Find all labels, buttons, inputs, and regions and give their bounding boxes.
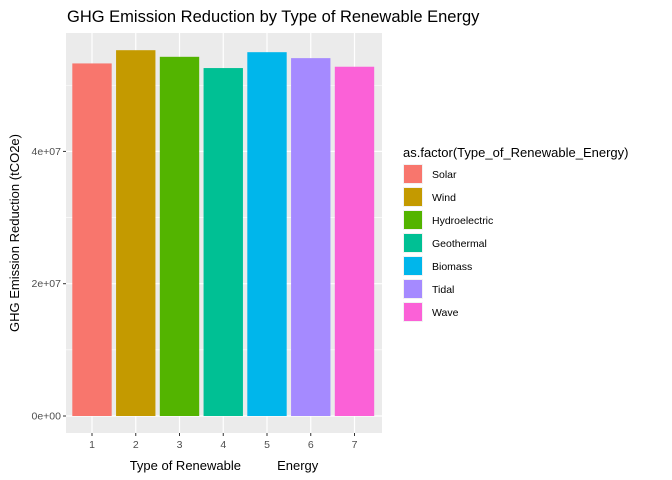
legend-key-hydroelectric <box>404 211 422 229</box>
y-tick-label: 0e+00 <box>32 411 62 423</box>
legend-key-biomass <box>404 257 422 275</box>
bar-tidal <box>291 58 331 416</box>
chart-title: GHG Emission Reduction by Type of Renewa… <box>67 8 480 26</box>
legend-label-tidal: Tidal <box>432 284 454 296</box>
y-tick-label: 2e+07 <box>32 278 62 290</box>
legend-key-tidal <box>404 280 422 298</box>
bar-hydroelectric <box>159 56 200 416</box>
y-axis-title: GHG Emission Reduction (tCO2e) <box>7 134 22 332</box>
bar-wave <box>334 66 375 416</box>
bars <box>72 50 375 417</box>
legend-key-geothermal <box>404 234 422 252</box>
x-axis-title: Type of Renewable Energy <box>130 458 319 473</box>
legend-label-biomass: Biomass <box>432 261 472 273</box>
x-tick-label: 3 <box>177 439 183 451</box>
y-axis-ticks: 0e+00 2e+07 4e+07 <box>32 146 66 423</box>
legend-label-solar: Solar <box>432 169 457 181</box>
x-tick-label: 2 <box>133 439 139 451</box>
legend-label-hydroelectric: Hydroelectric <box>432 215 493 227</box>
legend-items: Solar Wind Hydroelectric Geothermal Biomass T… <box>403 164 493 322</box>
x-tick-label: 5 <box>264 439 270 451</box>
x-axis-ticks: 1 2 3 4 5 6 7 <box>89 433 358 451</box>
legend-label-wave: Wave <box>432 307 459 319</box>
x-tick-label: 7 <box>352 439 358 451</box>
legend-label-geothermal: Geothermal <box>432 238 487 250</box>
legend-key-wind <box>404 188 422 206</box>
x-tick-label: 1 <box>89 439 95 451</box>
y-tick-label: 4e+07 <box>32 146 62 158</box>
legend: as.factor(Type_of_Renewable_Energy) Sola… <box>403 145 628 322</box>
bar-biomass <box>247 52 287 416</box>
legend-key-wave <box>404 303 422 321</box>
legend-key-solar <box>404 165 422 183</box>
legend-label-wind: Wind <box>432 192 456 204</box>
x-tick-label: 4 <box>220 439 226 451</box>
bar-geothermal <box>203 68 243 417</box>
bar-wind <box>116 50 156 417</box>
x-tick-label: 6 <box>308 439 314 451</box>
legend-title: as.factor(Type_of_Renewable_Energy) <box>403 145 628 160</box>
bar-solar <box>72 63 112 417</box>
